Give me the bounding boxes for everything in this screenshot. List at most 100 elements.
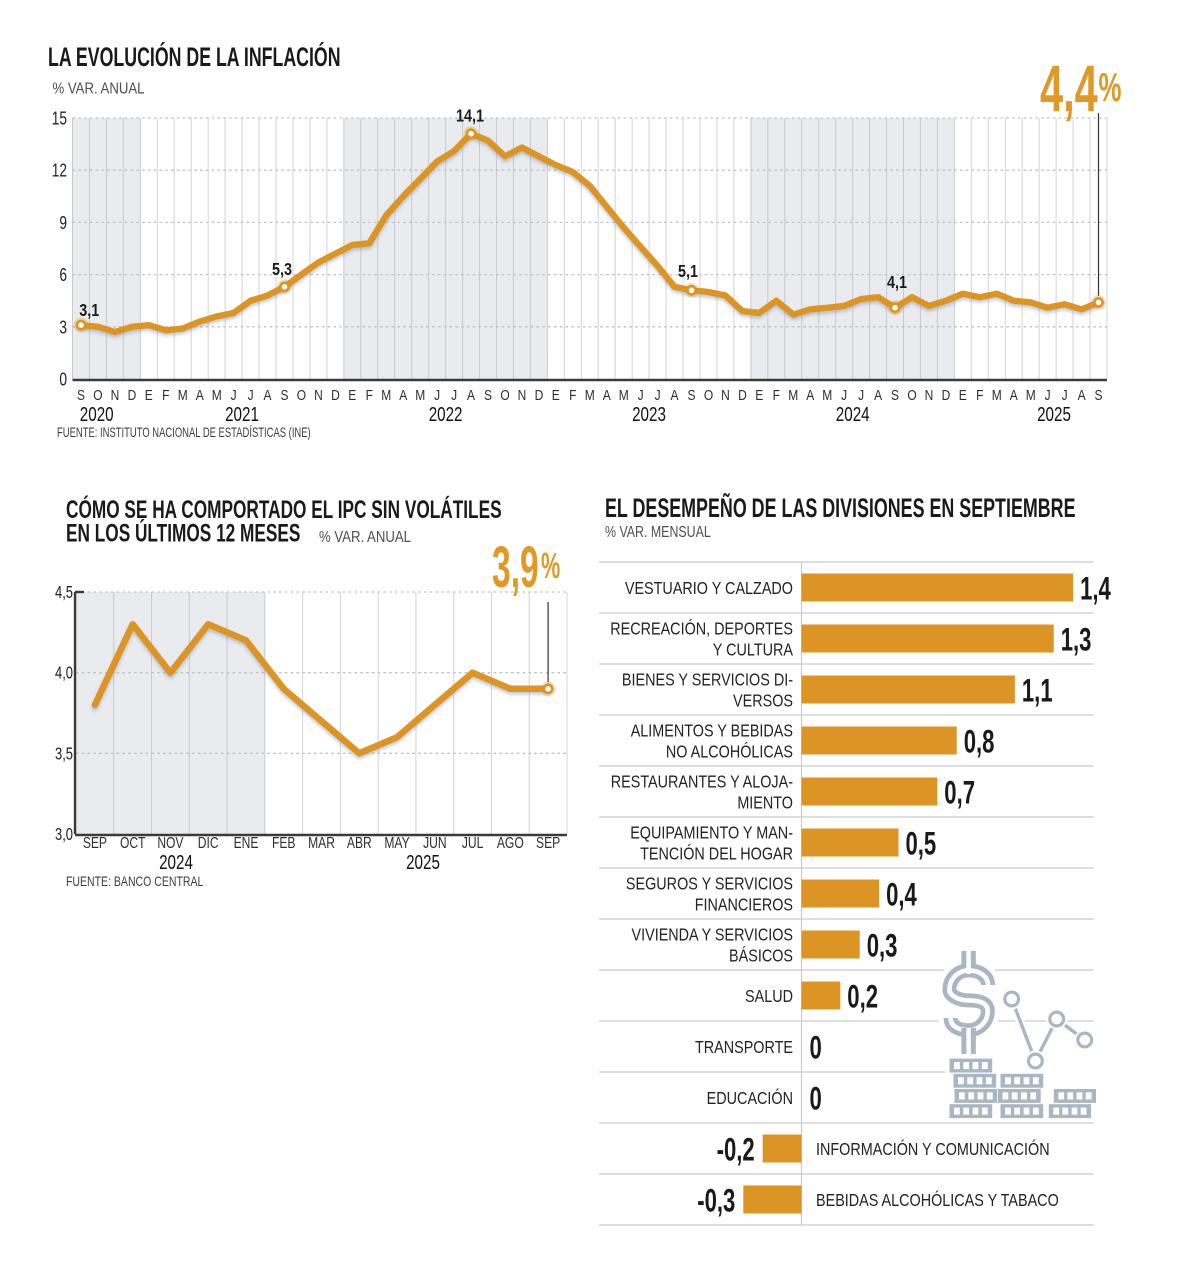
svg-text:4,5: 4,5 (55, 583, 73, 602)
svg-text:F: F (976, 387, 983, 404)
svg-text:1,4: 1,4 (1080, 570, 1111, 606)
svg-text:0: 0 (810, 1080, 822, 1116)
svg-text:0: 0 (59, 370, 67, 390)
svg-text:J: J (434, 387, 440, 404)
svg-text:SEGUROS Y SERVICIOS: SEGUROS Y SERVICIOS (626, 874, 793, 894)
svg-text:3: 3 (59, 317, 67, 337)
svg-text:5,3: 5,3 (272, 260, 292, 280)
svg-text:6: 6 (59, 265, 67, 285)
svg-text:15: 15 (52, 109, 67, 129)
svg-text:4,4: 4,4 (1040, 51, 1098, 125)
svg-text:LA EVOLUCIÓN DE LA INFLACIÓN: LA EVOLUCIÓN DE LA INFLACIÓN (48, 43, 341, 72)
svg-text:D: D (535, 387, 544, 404)
svg-text:J: J (1045, 387, 1051, 404)
svg-text:M: M (415, 387, 425, 404)
svg-text:A: A (806, 387, 815, 404)
svg-text:N: N (518, 387, 527, 404)
svg-text:M: M (822, 387, 832, 404)
svg-text:J: J (231, 387, 237, 404)
svg-text:N: N (314, 387, 323, 404)
svg-text:J: J (655, 387, 661, 404)
svg-text:A: A (1010, 387, 1019, 404)
svg-text:O: O (907, 387, 916, 404)
svg-text:%: % (541, 546, 560, 586)
svg-text:ENE: ENE (234, 834, 259, 852)
svg-text:CÓMO SE HA COMPORTADO EL IPC S: CÓMO SE HA COMPORTADO EL IPC SIN VOLÁTIL… (66, 495, 502, 524)
svg-text:A: A (1078, 387, 1087, 404)
svg-text:O: O (93, 387, 102, 404)
svg-text:BÁSICOS: BÁSICOS (729, 945, 793, 966)
svg-text:RECREACIÓN, DEPORTES: RECREACIÓN, DEPORTES (610, 618, 793, 639)
svg-text:12: 12 (52, 161, 67, 181)
svg-text:TRANSPORTE: TRANSPORTE (695, 1038, 793, 1058)
svg-text:E: E (552, 387, 560, 404)
svg-text:14,1: 14,1 (456, 106, 484, 126)
svg-text:2022: 2022 (429, 403, 463, 426)
svg-text:5,1: 5,1 (678, 262, 698, 282)
svg-text:S: S (77, 387, 85, 404)
svg-text:RESTAURANTES Y ALOJA-: RESTAURANTES Y ALOJA- (611, 772, 793, 792)
svg-text:J: J (248, 387, 254, 404)
svg-text:S: S (891, 387, 899, 404)
svg-text:MAR: MAR (308, 834, 335, 852)
svg-text:D: D (942, 387, 951, 404)
svg-text:0,2: 0,2 (847, 978, 878, 1014)
svg-text:% VAR. MENSUAL: % VAR. MENSUAL (605, 523, 711, 541)
svg-text:F: F (773, 387, 780, 404)
svg-text:J: J (451, 387, 457, 404)
svg-text:SEP: SEP (536, 834, 560, 852)
svg-text:J: J (841, 387, 847, 404)
svg-text:A: A (196, 387, 205, 404)
svg-text:JUN: JUN (423, 834, 446, 852)
svg-text:E: E (348, 387, 356, 404)
svg-text:A: A (874, 387, 883, 404)
svg-text:N: N (111, 387, 120, 404)
svg-text:O: O (500, 387, 509, 404)
svg-text:D: D (128, 387, 137, 404)
svg-text:A: A (603, 387, 612, 404)
svg-text:% VAR. ANUAL: % VAR. ANUAL (53, 81, 145, 98)
svg-text:AGO: AGO (497, 834, 524, 852)
svg-text:3,0: 3,0 (55, 825, 73, 844)
svg-text:% VAR. ANUAL: % VAR. ANUAL (319, 529, 411, 546)
svg-text:F: F (162, 387, 169, 404)
svg-text:S: S (484, 387, 492, 404)
svg-text:2024: 2024 (159, 851, 193, 874)
svg-text:J: J (638, 387, 644, 404)
svg-text:JUL: JUL (462, 834, 484, 852)
svg-text:N: N (925, 387, 934, 404)
svg-text:M: M (1026, 387, 1036, 404)
svg-text:3,1: 3,1 (79, 301, 99, 321)
svg-text:NO ALCOHÓLICAS: NO ALCOHÓLICAS (666, 741, 793, 762)
svg-text:Y CULTURA: Y CULTURA (713, 640, 793, 660)
svg-text:D: D (738, 387, 747, 404)
svg-text:J: J (1062, 387, 1068, 404)
svg-text:NOV: NOV (157, 834, 184, 852)
svg-text:2023: 2023 (632, 403, 666, 426)
svg-text:VESTUARIO Y CALZADO: VESTUARIO Y CALZADO (625, 579, 793, 599)
svg-text:DIC: DIC (198, 834, 219, 852)
svg-text:M: M (212, 387, 222, 404)
svg-text:EL DESEMPEÑO DE LAS DIVISIONES: EL DESEMPEÑO DE LAS DIVISIONES EN SEPTIE… (605, 494, 1076, 523)
svg-text:9: 9 (59, 213, 67, 233)
svg-text:F: F (569, 387, 576, 404)
svg-text:0,3: 0,3 (867, 927, 898, 963)
svg-text:A: A (670, 387, 679, 404)
svg-text:MIENTO: MIENTO (737, 793, 793, 813)
svg-text:3,9: 3,9 (492, 536, 539, 601)
svg-text:EQUIPAMIENTO Y MAN-: EQUIPAMIENTO Y MAN- (630, 823, 793, 843)
svg-text:-0,2: -0,2 (717, 1131, 755, 1167)
svg-text:E: E (959, 387, 967, 404)
svg-text:1,3: 1,3 (1061, 621, 1092, 657)
svg-text:D: D (331, 387, 340, 404)
svg-text:BIENES Y SERVICIOS DI-: BIENES Y SERVICIOS DI- (622, 670, 793, 690)
svg-text:2020: 2020 (80, 403, 114, 426)
svg-text:O: O (297, 387, 306, 404)
svg-text:1,1: 1,1 (1022, 672, 1053, 708)
svg-text:0: 0 (810, 1029, 822, 1065)
svg-text:0,7: 0,7 (944, 774, 975, 810)
svg-text:SALUD: SALUD (745, 987, 793, 1007)
svg-text:M: M (619, 387, 629, 404)
svg-text:2021: 2021 (225, 403, 259, 426)
svg-text:FEB: FEB (272, 834, 295, 852)
